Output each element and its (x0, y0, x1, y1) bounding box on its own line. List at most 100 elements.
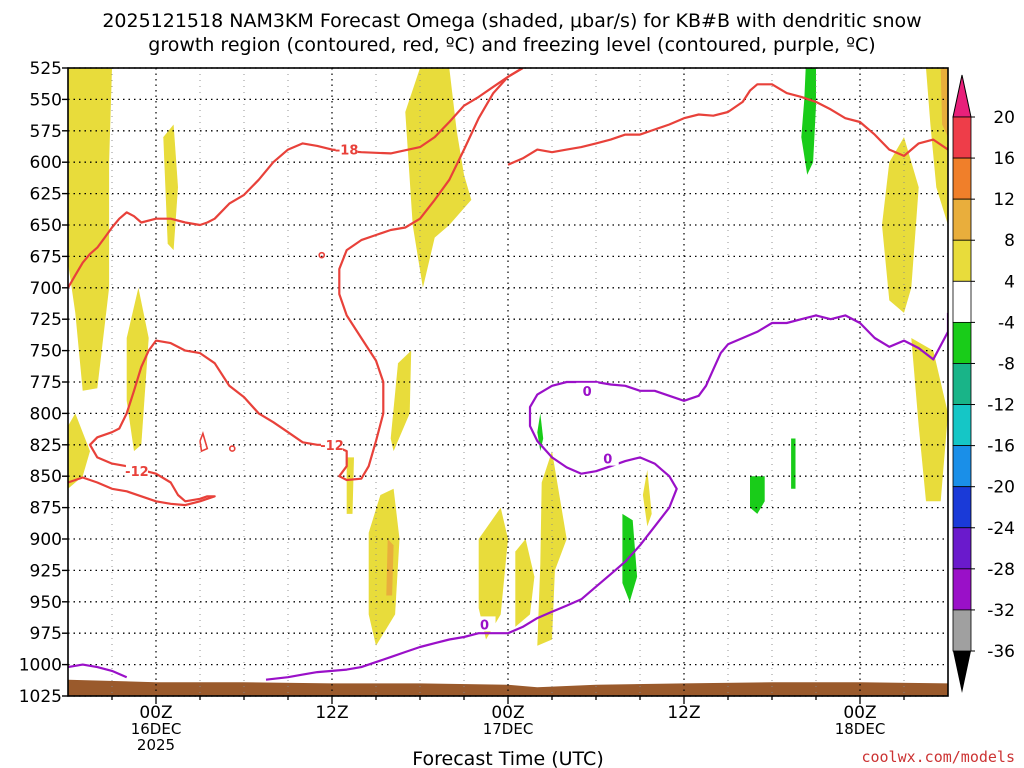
dgz-contour-minus18 (68, 68, 524, 289)
dgz-label-minus12-b-bg (125, 463, 148, 479)
x-tick-48-line1: 18DEC (835, 720, 886, 738)
omega-rising-region-2 (126, 287, 149, 452)
y-tick-850: 850 (30, 467, 62, 487)
freezing-contour-main (265, 312, 948, 681)
y-tick-1000: 1000 (19, 656, 62, 676)
dgz-label-minus18: -18 (335, 144, 359, 159)
colorbar-swatch-6 (952, 363, 972, 405)
colorbar-swatch-10 (952, 527, 972, 570)
freezing-label-b-bg (596, 450, 619, 466)
colorbar-label-10: -24 (987, 519, 1015, 539)
colorbar-swatch-7 (952, 404, 972, 447)
y-tick-650: 650 (30, 216, 62, 236)
y-tick-825: 825 (30, 436, 62, 456)
omega-rising-region-9 (515, 539, 535, 627)
freezing-label-c: 0 (480, 618, 489, 633)
omega-sinking-region-4 (791, 438, 796, 489)
credit-text: coolwx.com/models (861, 748, 1015, 766)
omega-sinking-region-0 (801, 68, 816, 175)
freezing-label-b: 0 (603, 453, 612, 468)
colorbar-label-5: -4 (998, 313, 1015, 333)
axes: 525 550 575 600 625 650 675 700 725 750 775 800 825 8… (19, 59, 949, 754)
colorbar-swatch-8 (952, 445, 972, 488)
omega-sinking-region-3 (750, 476, 765, 514)
colorbar-label-1: 16 (993, 149, 1015, 169)
freezing-label-c-bg (473, 616, 496, 632)
colorbar-bottom-arrow (953, 651, 971, 693)
colorbar-label-0: 20 (993, 108, 1015, 128)
y-tick-525: 525 (30, 59, 62, 79)
dgz-label-minus12-b: -12 (125, 465, 149, 480)
dgz-label-minus18-bg (335, 141, 358, 157)
omega-rising-region-3 (68, 413, 90, 489)
x-tick-0-line2: 2025 (137, 736, 175, 754)
y-tick-725: 725 (30, 310, 62, 330)
y-tick-925: 925 (30, 561, 62, 581)
colorbar-label-2: 12 (993, 190, 1015, 210)
y-tick-625: 625 (30, 185, 62, 205)
freezing-label-a: 0 (583, 385, 592, 400)
x-tick-0-line0: 00Z (139, 703, 172, 723)
x-tick-24-line0: 00Z (491, 703, 524, 723)
omega-sinking-region-2 (537, 413, 544, 452)
colorbar-swatch-12 (952, 609, 972, 652)
omega-moderate-region-1 (386, 539, 394, 596)
x-tick-24-line1: 17DEC (483, 720, 534, 738)
x-tick-48-line0: 00Z (843, 703, 876, 723)
contours: -18 -12 -12 0 0 0 (68, 68, 948, 681)
colorbar-swatch-5 (952, 321, 972, 364)
omega-rising-region-4 (405, 68, 472, 288)
omega-rising-region-12 (882, 137, 919, 313)
dgz-small-loop-2 (228, 445, 236, 452)
omega-rising-region-7 (368, 488, 400, 646)
dgz-label-minus12-a-bg (321, 436, 343, 452)
colorbar-label-8: -16 (987, 437, 1015, 457)
dgz-small-loop-3 (199, 431, 209, 453)
colorbar-label-12: -32 (987, 601, 1015, 621)
omega-rising-region-8 (478, 507, 508, 640)
y-tick-1025: 1025 (19, 687, 62, 707)
colorbar-top-arrow (952, 74, 972, 118)
colorbar-swatch-3 (952, 239, 972, 282)
y-tick-575: 575 (30, 122, 62, 142)
colorbar-swatch-2 (952, 198, 972, 241)
x-tick-12-line0: 12Z (315, 703, 348, 723)
omega-moderate-region-0 (940, 68, 948, 138)
y-tick-875: 875 (30, 499, 62, 519)
colorbar-label-7: -12 (987, 396, 1015, 416)
y-tick-675: 675 (30, 247, 62, 267)
omega-rising-region-6 (346, 457, 354, 514)
omega-rising-region-14 (911, 338, 948, 502)
y-tick-900: 900 (30, 530, 62, 550)
y-tick-775: 775 (30, 373, 62, 393)
x-tick-36-line0: 12Z (667, 703, 700, 723)
colorbar-label-11: -28 (987, 560, 1015, 580)
y-tick-750: 750 (30, 342, 62, 362)
colorbar: 20 16 12 8 4 -4 -8 -12 -16 -20 -24 -28 -32 -36 (952, 74, 1015, 693)
chart-title-line1: 2025121518 NAM3KM Forecast Omega (shaded… (102, 10, 921, 32)
colorbar-label-3: 8 (1004, 231, 1015, 251)
dgz-contour-loop (68, 68, 524, 507)
y-tick-600: 600 (30, 153, 62, 173)
y-tick-700: 700 (30, 279, 62, 299)
x-axis-label: Forecast Time (UTC) (412, 748, 603, 768)
colorbar-swatch-4 (952, 280, 972, 323)
colorbar-label-9: -20 (987, 478, 1015, 498)
colorbar-swatch-9 (952, 486, 972, 529)
y-tick-800: 800 (30, 404, 62, 424)
freezing-contour-left (68, 663, 128, 679)
y-tick-975: 975 (30, 624, 62, 644)
dgz-small-loop-1 (318, 251, 326, 259)
omega-rising-region-5 (390, 350, 412, 452)
x-tick-0-line1: 16DEC (131, 720, 182, 738)
omega-rising-region-11 (642, 469, 652, 527)
colorbar-swatch-11 (952, 568, 972, 611)
gridlines (68, 67, 948, 697)
colorbar-label-4: 4 (1004, 272, 1015, 292)
y-tick-950: 950 (30, 593, 62, 613)
colorbar-label-13: -36 (987, 642, 1015, 662)
dgz-contour-right (507, 83, 948, 166)
y-tick-550: 550 (30, 90, 62, 110)
freezing-label-a-bg (576, 382, 599, 398)
